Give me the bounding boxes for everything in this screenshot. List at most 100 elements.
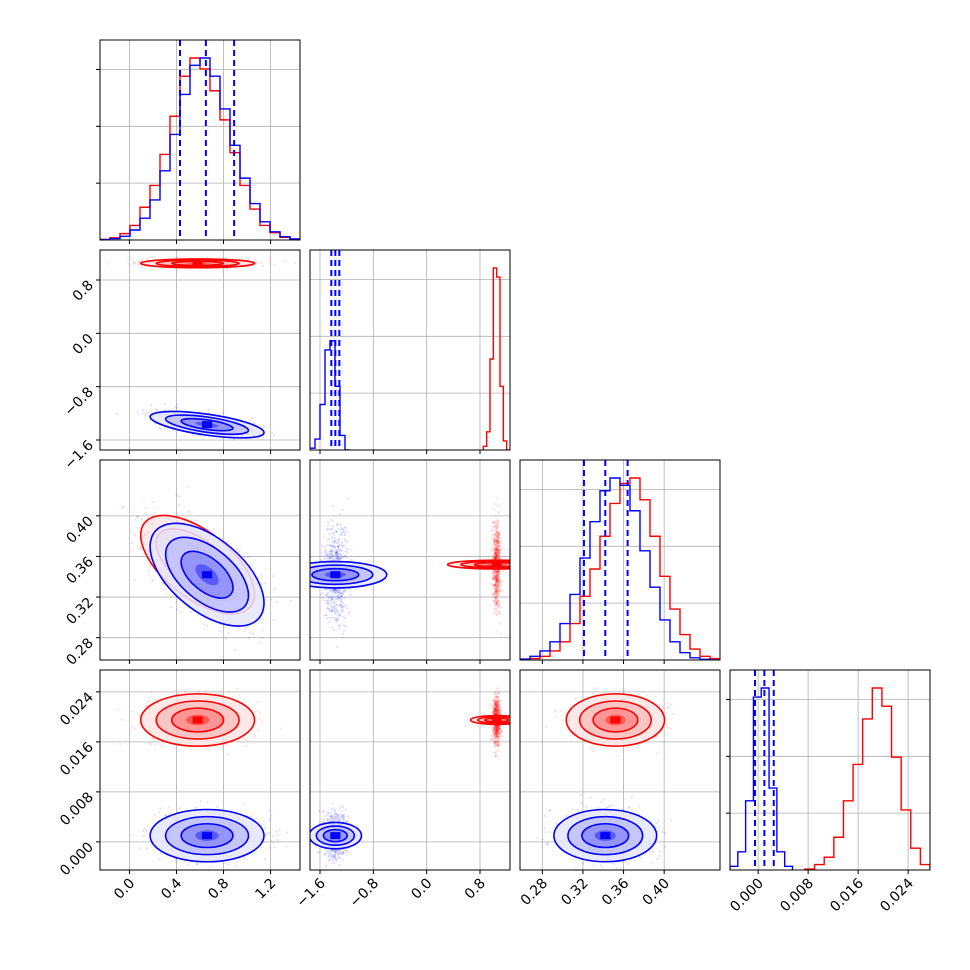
scatter-point	[332, 546, 336, 549]
scatter-point	[272, 575, 275, 578]
scatter-point	[496, 540, 499, 543]
scatter-point	[497, 530, 500, 533]
scatter-point	[343, 624, 346, 627]
scatter-point	[491, 546, 494, 549]
scatter-point	[343, 554, 346, 557]
scatter-point	[493, 556, 496, 559]
scatter-point	[206, 801, 209, 804]
scatter-point	[345, 589, 348, 592]
scatter-point	[340, 595, 343, 598]
scatter-point	[129, 257, 132, 260]
scatter-point	[495, 590, 498, 593]
scatter-point	[495, 613, 498, 616]
scatter-point	[497, 584, 500, 587]
scatter-point	[339, 603, 342, 606]
scatter-point	[492, 520, 495, 523]
scatter-point	[497, 573, 500, 576]
histogram-series-1	[310, 340, 350, 450]
scatter-point	[496, 541, 499, 545]
scatter-point	[344, 555, 347, 558]
scatter-point	[330, 609, 333, 612]
scatter-point	[498, 581, 501, 584]
scatter-point	[494, 587, 497, 590]
scatter-point	[326, 528, 329, 531]
scatter-point	[496, 544, 499, 548]
scatter-point	[496, 600, 499, 603]
scatter-point	[326, 617, 329, 620]
scatter-point	[499, 584, 502, 587]
scatter-point	[332, 545, 335, 548]
scatter-point	[495, 581, 498, 584]
scatter-point	[498, 573, 501, 576]
scatter-point	[496, 571, 499, 574]
scatter-point	[328, 537, 331, 540]
scatter-point	[332, 534, 335, 537]
scatter-point	[253, 733, 256, 736]
scatter-point	[333, 611, 336, 614]
scatter-point	[494, 540, 497, 543]
scatter-point	[150, 404, 153, 407]
scatter-point	[340, 596, 343, 599]
scatter-point	[495, 597, 498, 600]
scatter-point	[496, 535, 499, 538]
scatter-point	[145, 703, 148, 706]
scatter-point	[335, 596, 338, 599]
scatter-point	[494, 600, 497, 603]
scatter-point	[495, 584, 498, 587]
scatter-point	[347, 497, 350, 500]
scatter-point	[497, 569, 500, 572]
scatter-point	[341, 636, 344, 639]
scatter-point	[494, 577, 497, 580]
scatter-point	[343, 629, 346, 632]
scatter-point	[142, 409, 145, 412]
scatter-point	[495, 553, 498, 556]
scatter-point	[332, 588, 335, 592]
scatter-point	[498, 557, 501, 560]
scatter-point	[139, 547, 142, 550]
scatter-point	[326, 588, 329, 591]
scatter-point	[338, 558, 341, 561]
scatter-point	[115, 412, 118, 415]
scatter-point	[494, 578, 497, 581]
scatter-point	[495, 577, 498, 580]
scatter-point	[499, 571, 502, 575]
scatter-point	[495, 589, 498, 592]
scatter-point	[496, 604, 499, 607]
scatter-point	[142, 829, 145, 833]
scatter-point	[335, 542, 338, 545]
scatter-point	[496, 545, 499, 548]
scatter-point	[248, 555, 251, 558]
scatter-point	[499, 588, 502, 591]
scatter-point	[335, 589, 338, 592]
scatter-point	[496, 570, 500, 574]
scatter-point	[492, 612, 495, 615]
scatter-point	[497, 554, 500, 557]
scatter-point	[333, 539, 336, 542]
scatter-point	[494, 553, 497, 557]
scatter-point	[226, 753, 229, 756]
scatter-point	[334, 592, 337, 595]
scatter-point	[341, 605, 344, 608]
scatter-point	[341, 531, 344, 534]
scatter-point	[495, 531, 498, 534]
scatter-point	[226, 743, 229, 747]
scatter-point	[494, 576, 497, 579]
scatter-point	[494, 522, 497, 525]
scatter-point	[497, 551, 500, 554]
scatter-point	[331, 588, 334, 591]
scatter-point	[496, 545, 499, 549]
scatter-point	[492, 555, 495, 558]
scatter-point	[338, 543, 341, 546]
scatter-point	[498, 545, 501, 548]
scatter-point	[493, 557, 496, 560]
scatter-point	[338, 615, 341, 618]
scatter-point	[333, 588, 336, 591]
scatter-point	[497, 547, 500, 550]
scatter-point	[339, 557, 342, 561]
panel-frame	[519, 459, 721, 661]
scatter-point	[496, 586, 499, 589]
scatter-point	[496, 571, 499, 574]
scatter-point	[493, 574, 496, 577]
scatter-point	[333, 556, 336, 559]
scatter-point	[497, 532, 500, 535]
